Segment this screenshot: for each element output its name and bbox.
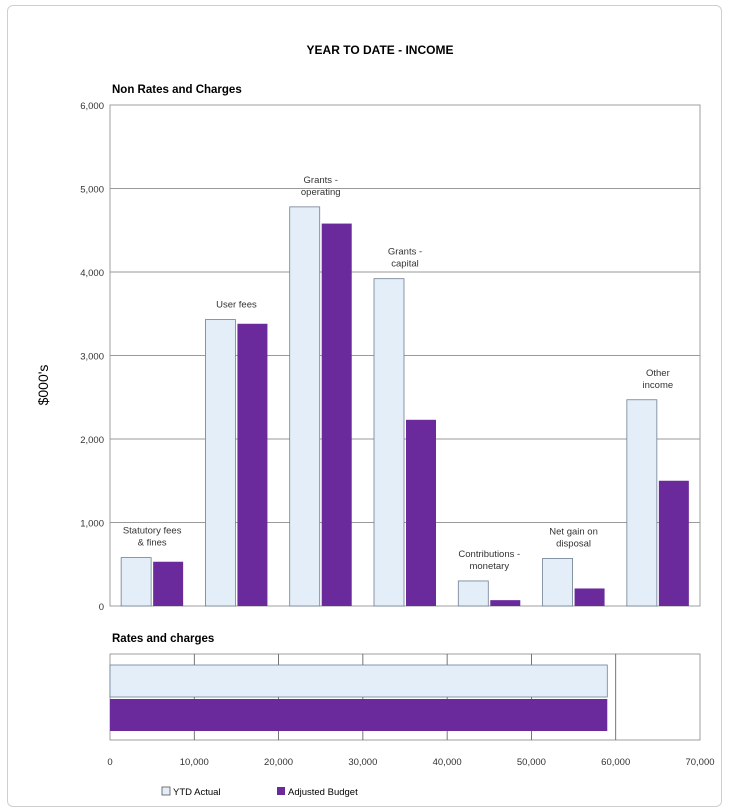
bar-adjusted-budget (574, 588, 605, 606)
y-tick-label: 0 (99, 602, 104, 613)
x-tick-label: 40,000 (433, 757, 462, 768)
y-tick-label: 6,000 (80, 101, 104, 112)
legend-swatch-actual (161, 786, 171, 796)
bar-ytd-actual (289, 206, 321, 607)
category-label: Contributions - (458, 549, 520, 560)
legend-label-budget: Adjusted Budget (288, 787, 358, 798)
chart-title: YEAR TO DATE - INCOME (307, 43, 454, 57)
category-label: monetary (469, 561, 509, 572)
bar-adjusted-budget (406, 419, 436, 606)
legend-swatch-budget (277, 787, 285, 795)
x-tick-label: 50,000 (517, 757, 546, 768)
category-label: Statutory fees (123, 526, 182, 537)
x-tick-label: 70,000 (685, 757, 714, 768)
bar-adjusted-budget (237, 323, 268, 606)
y-axis-label: $000's (35, 365, 51, 406)
x-tick-label: 60,000 (601, 757, 630, 768)
lower-subtitle: Rates and charges (112, 633, 214, 645)
hbar-adjusted-budget (110, 699, 608, 731)
x-tick-label: 10,000 (180, 757, 209, 768)
bar-ytd-actual (457, 580, 489, 607)
bar-adjusted-budget (490, 600, 521, 606)
hbar-ytd-actual (109, 664, 608, 698)
bar-ytd-actual (373, 278, 405, 607)
bar-adjusted-budget (321, 223, 352, 606)
x-tick-label: 0 (107, 757, 112, 768)
category-label: Grants - (388, 247, 422, 258)
category-label: & fines (138, 538, 167, 549)
category-label: capital (391, 259, 418, 270)
y-tick-label: 1,000 (80, 519, 104, 530)
bar-ytd-actual (120, 557, 152, 607)
x-tick-label: 30,000 (348, 757, 377, 768)
bar-adjusted-budget (658, 480, 689, 606)
y-tick-label: 4,000 (80, 268, 104, 279)
upper-subtitle: Non Rates and Charges (112, 84, 242, 96)
bar-ytd-actual (626, 399, 658, 607)
y-tick-label: 3,000 (80, 352, 104, 363)
legend-label-actual: YTD Actual (173, 787, 221, 798)
x-tick-label: 20,000 (264, 757, 293, 768)
category-label: User fees (216, 300, 257, 311)
y-tick-label: 2,000 (80, 435, 104, 446)
bar-adjusted-budget (153, 561, 184, 606)
y-tick-label: 5,000 (80, 185, 104, 196)
category-label: Net gain on (549, 526, 598, 537)
bar-ytd-actual (205, 319, 236, 607)
category-label: disposal (556, 538, 591, 549)
category-label: Other (646, 368, 670, 379)
category-label: income (643, 380, 674, 391)
legend: YTD Actual Adjusted Budget (161, 786, 358, 798)
bar-ytd-actual (542, 558, 573, 607)
category-label: operating (301, 187, 341, 198)
category-label: Grants - (304, 175, 338, 186)
